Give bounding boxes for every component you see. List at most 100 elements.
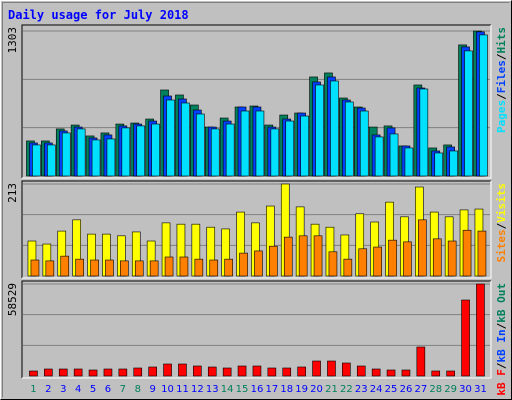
bar: [389, 133, 399, 177]
bar: [419, 88, 429, 177]
bar: [359, 110, 369, 177]
bar: [328, 251, 338, 277]
bar: [179, 256, 189, 277]
x-tick-label: 3: [60, 384, 66, 395]
bar: [45, 260, 55, 277]
x-tick-label: 26: [400, 384, 413, 395]
plot-border: [21, 180, 491, 278]
bar: [464, 50, 473, 177]
x-tick-label: 10: [161, 384, 174, 395]
x-tick-label: 25: [385, 384, 398, 395]
bar: [103, 368, 113, 377]
bar: [297, 366, 306, 377]
x-tick-label: 28: [429, 384, 442, 395]
x-tick-label: 5: [90, 384, 96, 395]
bar: [60, 255, 70, 277]
bar: [240, 110, 250, 177]
bar: [178, 363, 187, 377]
legend-entry: kB F: [495, 369, 508, 396]
x-tick-label: 4: [75, 384, 81, 395]
bar: [148, 366, 157, 377]
bar: [269, 245, 278, 277]
bar: [282, 367, 292, 377]
bar: [345, 101, 354, 177]
bar: [477, 230, 487, 277]
bar: [225, 123, 235, 177]
x-tick-label: 6: [105, 384, 111, 395]
legend: Pages/Files/Hits: [495, 27, 508, 133]
x-tick-label: 15: [236, 384, 249, 395]
bar: [193, 365, 202, 377]
legend-entry: Sites: [495, 229, 508, 262]
bar: [75, 258, 84, 277]
bar: [403, 241, 412, 277]
x-tick-label: 8: [135, 384, 141, 395]
bar: [118, 368, 128, 377]
x-tick-label: 29: [444, 384, 457, 395]
bar: [401, 369, 411, 377]
bar: [121, 127, 131, 177]
bar: [447, 240, 457, 277]
x-tick-label: 16: [251, 384, 264, 395]
x-tick-label: 9: [149, 384, 155, 395]
bar: [90, 259, 99, 277]
legend-entry: Pages: [495, 100, 508, 133]
legend-entry: Files: [495, 60, 508, 93]
bar: [209, 259, 219, 277]
bar: [32, 144, 41, 177]
bar: [267, 367, 277, 377]
bar: [312, 360, 321, 377]
bar: [404, 147, 414, 177]
bar: [371, 368, 381, 377]
bar: [462, 229, 472, 277]
bar: [239, 252, 248, 277]
bar: [207, 366, 217, 377]
bar: [30, 259, 40, 277]
chart-title: Daily usage for July 2018: [8, 8, 189, 22]
bar: [270, 128, 280, 177]
legend-entry: Visits: [495, 183, 508, 223]
legend: Sites/Visits: [495, 183, 508, 263]
bar: [210, 128, 220, 177]
legend-separator: /: [495, 93, 508, 100]
bar: [163, 363, 172, 377]
bar: [358, 248, 368, 277]
y-tick-label: 58529: [6, 283, 19, 316]
bar: [449, 150, 458, 177]
bar: [73, 368, 83, 377]
x-tick-label: 23: [355, 384, 368, 395]
bar: [418, 219, 427, 277]
plot-border: [22, 181, 492, 279]
bar: [91, 139, 101, 177]
x-tick-label: 14: [221, 384, 234, 395]
bar: [373, 246, 382, 277]
legend-entry: Hits: [495, 27, 508, 54]
bar: [431, 370, 441, 377]
bar: [416, 346, 426, 377]
legend: kB F/kB In/kB Out: [495, 283, 508, 396]
y-tick-label: 213: [6, 183, 19, 203]
legend-separator: /: [495, 53, 508, 60]
bar: [164, 256, 174, 277]
legend-separator: /: [495, 362, 508, 369]
x-tick-label: 12: [191, 384, 204, 395]
bar: [151, 123, 160, 177]
bar: [432, 238, 442, 277]
bar: [149, 260, 159, 277]
bar: [61, 132, 71, 177]
legend-entry: kB In: [495, 329, 508, 362]
x-tick-label: 18: [280, 384, 293, 395]
bar: [446, 370, 455, 377]
x-tick-label: 7: [120, 384, 126, 395]
bar: [166, 99, 175, 177]
bar: [327, 360, 336, 377]
bar: [461, 299, 470, 377]
bar: [88, 369, 98, 377]
x-tick-label: 22: [340, 384, 353, 395]
bar: [224, 258, 233, 277]
x-tick-label: 17: [265, 384, 278, 395]
x-tick-label: 1: [30, 384, 36, 395]
